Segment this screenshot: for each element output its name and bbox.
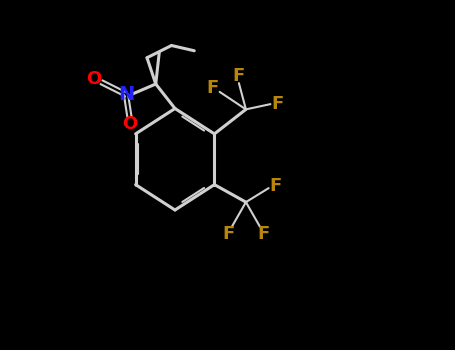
Text: O: O <box>86 70 101 89</box>
Text: F: F <box>271 95 283 113</box>
Text: F: F <box>207 79 219 97</box>
Text: F: F <box>233 67 245 85</box>
Text: O: O <box>122 115 137 133</box>
Text: F: F <box>257 225 269 243</box>
Text: F: F <box>222 225 234 243</box>
Text: N: N <box>118 85 134 104</box>
Text: F: F <box>269 177 282 195</box>
